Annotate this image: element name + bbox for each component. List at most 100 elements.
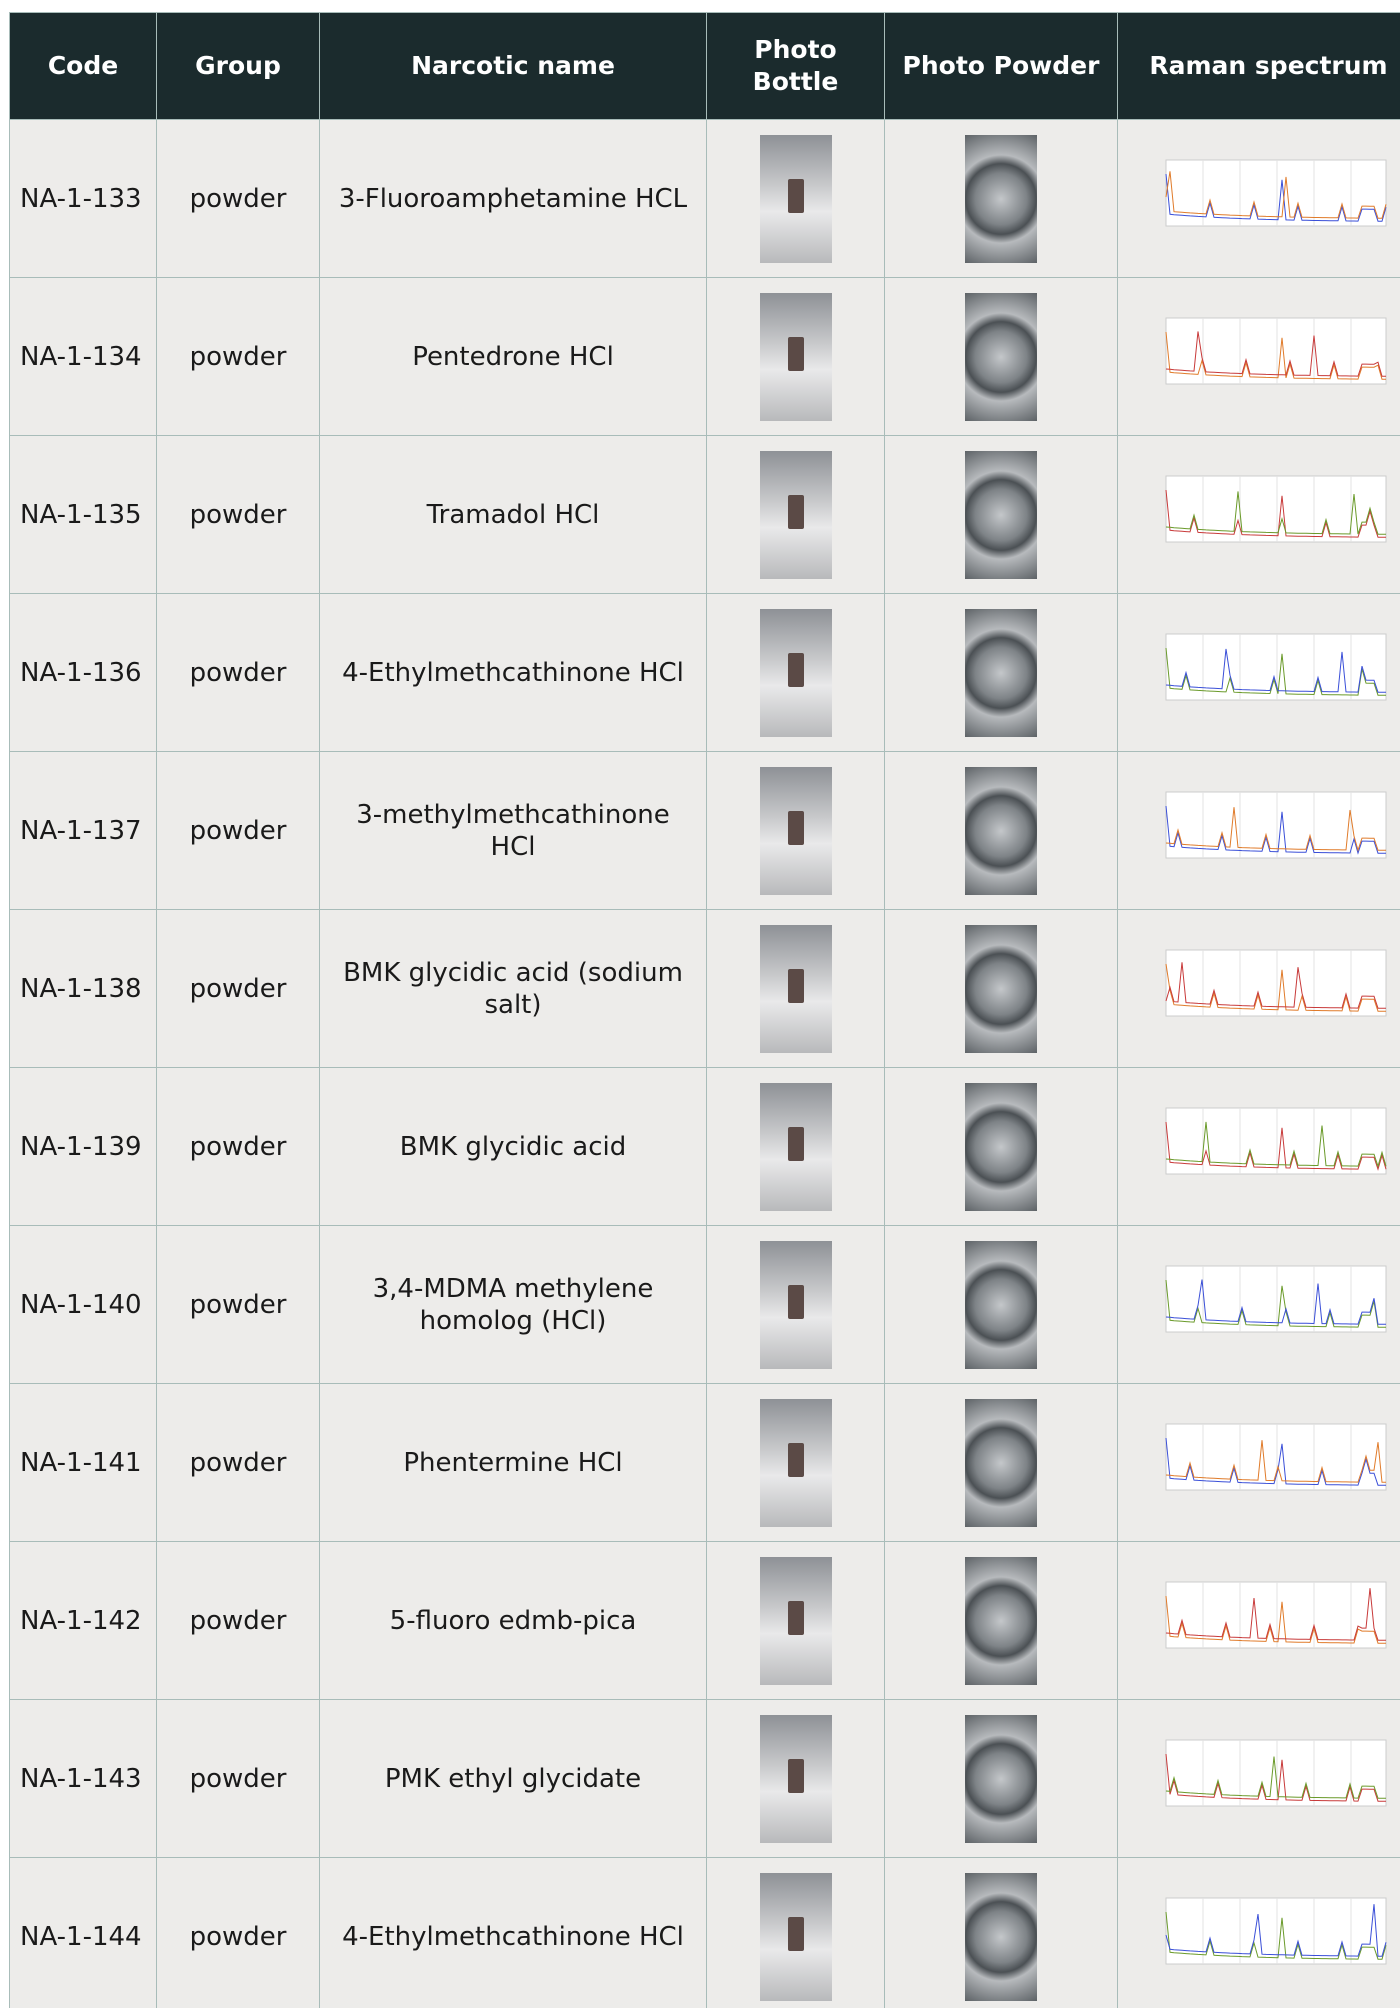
photo-bottle-cell <box>706 593 885 752</box>
raman-cell <box>1117 1383 1400 1542</box>
code-cell: NA-1-139 <box>9 1067 157 1226</box>
table-container: Code Group Narcotic name Photo Bottle Photo … <box>9 12 1400 2008</box>
photo-powder-cell <box>884 1541 1118 1700</box>
code-cell: NA-1-137 <box>9 751 157 910</box>
photo-powder-cell <box>884 593 1118 752</box>
header-row: Code Group Narcotic name Photo Bottle Photo … <box>9 12 1400 120</box>
photo-bottle-cell <box>706 1699 885 1858</box>
photo-powder-cell <box>884 277 1118 436</box>
narcotic-name-cell: 4-Ethylmethcathinone HCl <box>319 593 707 752</box>
photo-powder-cell <box>884 435 1118 594</box>
photo-bottle-cell <box>706 1225 885 1384</box>
bottle-photo <box>759 292 832 421</box>
code-cell: NA-1-136 <box>9 593 157 752</box>
bottle-photo <box>759 1082 832 1211</box>
table-row: NA-1-140 powder 3,4-MDMA methylene homolog… <box>9 1225 1400 1384</box>
bottle-photo <box>759 924 832 1053</box>
raman-cell <box>1117 1225 1400 1384</box>
group-cell: powder <box>156 593 320 752</box>
photo-powder-cell <box>884 909 1118 1068</box>
photo-powder-cell <box>884 1699 1118 1858</box>
column-header: Photo Bottle <box>706 12 885 120</box>
code-cell: NA-1-133 <box>9 119 157 278</box>
photo-powder-cell <box>884 119 1118 278</box>
group-cell: powder <box>156 119 320 278</box>
narcotic-name-cell: 3-methylmethcathinone HCl <box>319 751 707 910</box>
bottle-photo <box>759 1240 832 1369</box>
powder-photo <box>965 1082 1037 1211</box>
code-cell: NA-1-141 <box>9 1383 157 1542</box>
powder-photo <box>965 292 1037 421</box>
column-header: Narcotic name <box>319 12 707 120</box>
powder-photo <box>965 450 1037 579</box>
photo-powder-cell <box>884 1383 1118 1542</box>
raman-spectrum-image <box>1165 1739 1386 1806</box>
code-cell: NA-1-135 <box>9 435 157 594</box>
raman-cell <box>1117 1067 1400 1226</box>
powder-photo <box>965 766 1037 895</box>
narcotic-name-cell: Phentermine HCl <box>319 1383 707 1542</box>
raman-spectrum-image <box>1165 1265 1386 1332</box>
raman-cell <box>1117 277 1400 436</box>
table-row: NA-1-143 powder PMK ethyl glycidate <box>9 1699 1400 1858</box>
raman-spectrum-image <box>1165 791 1386 858</box>
photo-powder-cell <box>884 1225 1118 1384</box>
table-row: NA-1-142 powder 5-fluoro edmb-pica <box>9 1541 1400 1700</box>
bottle-photo <box>759 1398 832 1527</box>
raman-spectrum-image <box>1165 317 1386 384</box>
photo-bottle-cell <box>706 1067 885 1226</box>
narcotics-table: Code Group Narcotic name Photo Bottle Photo … <box>9 12 1400 2008</box>
code-cell: NA-1-140 <box>9 1225 157 1384</box>
narcotic-name-cell: Pentedrone HCl <box>319 277 707 436</box>
powder-photo <box>965 1398 1037 1527</box>
column-header: Code <box>9 12 157 120</box>
table-row: NA-1-137 powder 3-methylmethcathinone HCl <box>9 751 1400 910</box>
table-row: NA-1-136 powder 4-Ethylmethcathinone HCl <box>9 593 1400 752</box>
powder-photo <box>965 134 1037 263</box>
group-cell: powder <box>156 1225 320 1384</box>
raman-cell <box>1117 751 1400 910</box>
raman-cell <box>1117 435 1400 594</box>
narcotic-name-cell: 3-Fluoroamphetamine HCL <box>319 119 707 278</box>
code-cell: NA-1-143 <box>9 1699 157 1858</box>
raman-cell <box>1117 1541 1400 1700</box>
narcotic-name-cell: PMK ethyl glycidate <box>319 1699 707 1858</box>
raman-spectrum-image <box>1165 1897 1386 1964</box>
column-header: Photo Powder <box>884 12 1118 120</box>
bottle-photo <box>759 134 832 263</box>
table-row: NA-1-133 powder 3-Fluoroamphetamine HCL <box>9 119 1400 278</box>
group-cell: powder <box>156 909 320 1068</box>
photo-bottle-cell <box>706 1857 885 2008</box>
code-cell: NA-1-142 <box>9 1541 157 1700</box>
photo-bottle-cell <box>706 277 885 436</box>
photo-bottle-cell <box>706 751 885 910</box>
bottle-photo <box>759 1714 832 1843</box>
raman-cell <box>1117 1857 1400 2008</box>
bottle-photo <box>759 608 832 737</box>
column-header: Group <box>156 12 320 120</box>
photo-powder-cell <box>884 1857 1118 2008</box>
column-header: Raman spectrum <box>1117 12 1400 120</box>
raman-cell <box>1117 593 1400 752</box>
photo-bottle-cell <box>706 1541 885 1700</box>
photo-bottle-cell <box>706 1383 885 1542</box>
raman-spectrum-image <box>1165 475 1386 542</box>
raman-spectrum-image <box>1165 1107 1386 1174</box>
table-row: NA-1-138 powder BMK glycidic acid (sodium … <box>9 909 1400 1068</box>
raman-cell <box>1117 119 1400 278</box>
photo-bottle-cell <box>706 909 885 1068</box>
raman-spectrum-image <box>1165 1581 1386 1648</box>
table-body: NA-1-133 powder 3-Fluoroamphetamine HCL NA-… <box>9 119 1400 2008</box>
photo-bottle-cell <box>706 435 885 594</box>
narcotic-name-cell: BMK glycidic acid <box>319 1067 707 1226</box>
group-cell: powder <box>156 1383 320 1542</box>
powder-photo <box>965 924 1037 1053</box>
powder-photo <box>965 1872 1037 2001</box>
raman-spectrum-image <box>1165 949 1386 1016</box>
narcotic-name-cell: 3,4-MDMA methylene homolog (HCl) <box>319 1225 707 1384</box>
group-cell: powder <box>156 277 320 436</box>
code-cell: NA-1-134 <box>9 277 157 436</box>
group-cell: powder <box>156 1541 320 1700</box>
group-cell: powder <box>156 1067 320 1226</box>
bottle-photo <box>759 1872 832 2001</box>
